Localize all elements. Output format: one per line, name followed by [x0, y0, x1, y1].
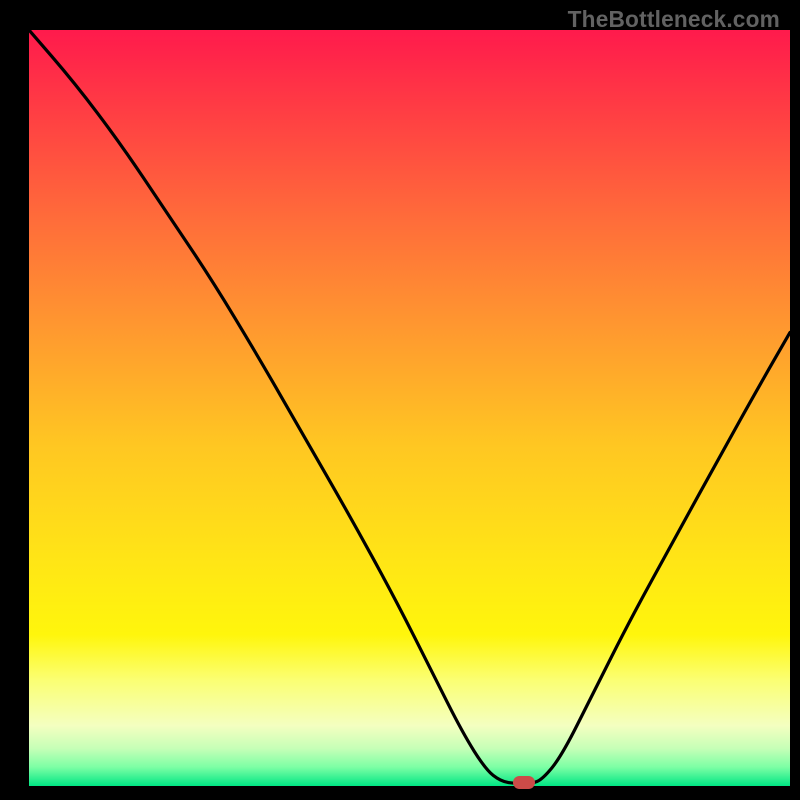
watermark-text: TheBottleneck.com — [568, 6, 780, 33]
current-config-marker — [513, 776, 535, 789]
plot-background-gradient — [29, 30, 790, 786]
chart-stage: TheBottleneck.com — [0, 0, 800, 800]
